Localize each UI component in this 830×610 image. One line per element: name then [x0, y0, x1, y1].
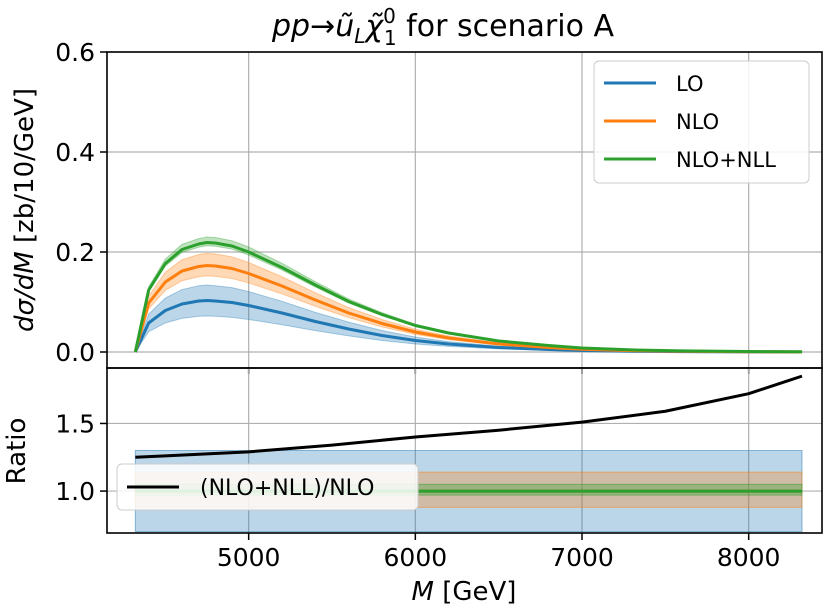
main-legend-box [593, 60, 810, 184]
x-tick-label: 7000 [550, 543, 614, 572]
ratio-plot-frame [106, 367, 823, 534]
ratio-legend: (NLO+NLL)/NLO [116, 463, 419, 511]
main-y-tick-label: 0.2 [55, 238, 95, 267]
ratio-plot-panel: 1.0 1.5 5000 6000 7000 8000 Ratio M [GeV] (N… [2, 367, 823, 607]
legend-label-nlo-nll: NLO+NLL [676, 148, 776, 172]
ratio-y-axis-label: Ratio [2, 418, 32, 485]
main-y-axis-label: dσ/dM [zb/10/GeV] [10, 88, 40, 332]
ratio-legend-box [116, 463, 419, 511]
x-tick-label: 5000 [217, 543, 281, 572]
x-tick-label: 8000 [717, 543, 781, 572]
chart-title: pp→ũLχ̃0 1 for scenario A [271, 4, 615, 50]
main-plot-panel: 0.0 0.2 0.4 0.6 dσ/dM [zb/10/GeV] LO NLO NL… [10, 38, 823, 374]
ratio-line [135, 374, 803, 459]
ratio-y-tick-label: 1.0 [55, 477, 95, 506]
legend-label-lo: LO [676, 72, 703, 96]
legend-label-nlo: NLO [676, 110, 719, 134]
legend-label-ratio: (NLO+NLL)/NLO [200, 476, 374, 501]
main-y-tick-label: 0.4 [55, 138, 95, 167]
main-y-tick-label: 0.0 [55, 338, 95, 367]
main-y-tick-label: 0.6 [55, 38, 95, 67]
series-line-nlo-nll [133, 241, 803, 354]
x-axis-label: M [GeV] [412, 577, 517, 607]
main-legend: LO NLO NLO+NLL [593, 60, 810, 184]
ratio-y-tick-label: 1.5 [55, 409, 95, 438]
x-tick-label: 6000 [384, 543, 448, 572]
